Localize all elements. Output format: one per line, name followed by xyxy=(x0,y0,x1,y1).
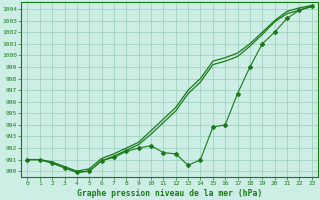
X-axis label: Graphe pression niveau de la mer (hPa): Graphe pression niveau de la mer (hPa) xyxy=(77,189,262,198)
